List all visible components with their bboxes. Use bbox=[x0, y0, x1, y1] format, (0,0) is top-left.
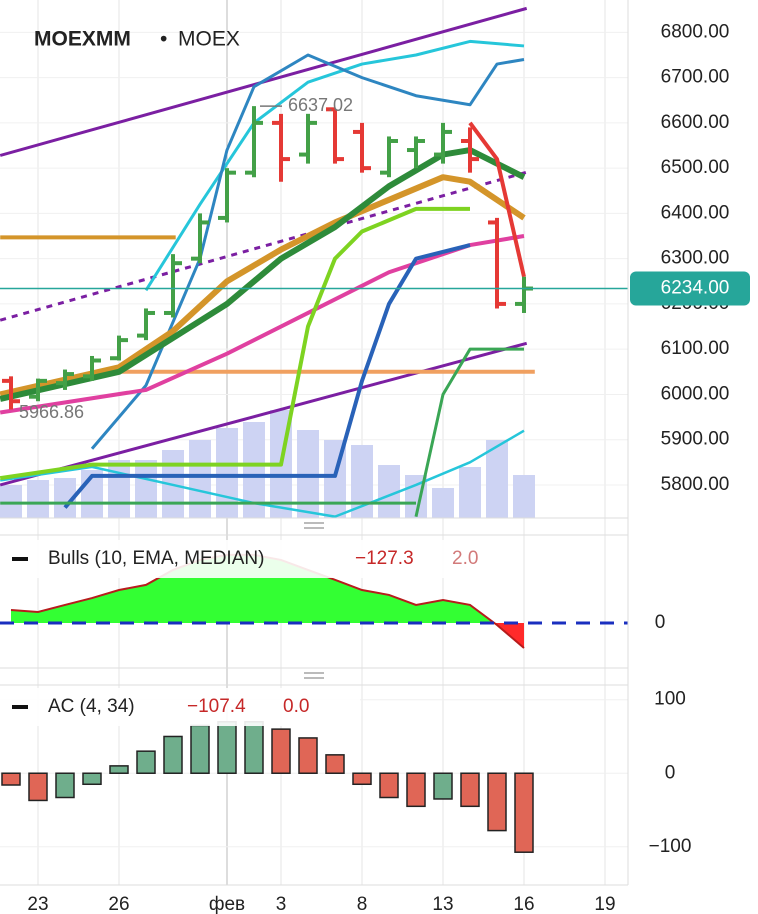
bar bbox=[163, 735, 183, 774]
bar bbox=[325, 754, 345, 774]
volume-bar bbox=[513, 475, 535, 518]
legend-value: 0.0 bbox=[283, 696, 309, 717]
x-tick-label: 8 bbox=[357, 894, 368, 914]
indicator-line bbox=[414, 347, 524, 517]
indicator-line bbox=[0, 147, 526, 402]
indicator-line bbox=[90, 53, 525, 450]
x-tick-label: 26 bbox=[108, 894, 129, 914]
indicator-line bbox=[0, 174, 526, 398]
volume-bar bbox=[54, 478, 76, 518]
x-tick-label: 16 bbox=[513, 894, 534, 914]
y-tick-label: 0 bbox=[665, 762, 676, 783]
volume-bar bbox=[243, 422, 265, 518]
max-label: 6637.02 bbox=[288, 95, 353, 115]
bar bbox=[271, 728, 291, 774]
resize-handle[interactable] bbox=[304, 522, 324, 524]
y-tick-label: −100 bbox=[649, 836, 692, 857]
bar bbox=[352, 772, 372, 786]
y-tick-label: 5900.00 bbox=[661, 429, 730, 450]
volume-bar bbox=[135, 460, 157, 518]
min-label: 5966.86 bbox=[19, 402, 84, 422]
bar bbox=[298, 737, 318, 774]
volume-bar bbox=[351, 445, 373, 518]
bar bbox=[28, 772, 48, 802]
legend-value: 2.0 bbox=[452, 548, 478, 569]
legend-icon[interactable] bbox=[12, 705, 28, 709]
y-tick-label: 6600.00 bbox=[661, 112, 730, 133]
y-tick-label: 6500.00 bbox=[661, 157, 730, 178]
bar bbox=[190, 724, 210, 774]
axes bbox=[0, 0, 629, 886]
bar bbox=[217, 721, 237, 774]
x-tick-label: фев bbox=[209, 894, 245, 914]
area-positive bbox=[11, 554, 495, 623]
bar bbox=[136, 750, 156, 774]
separator: • bbox=[160, 28, 167, 51]
y-tick-label: 6800.00 bbox=[661, 21, 730, 42]
volume-bar bbox=[0, 485, 22, 518]
resize-handle[interactable] bbox=[304, 677, 324, 679]
y-tick-label: 6300.00 bbox=[661, 248, 730, 269]
indicator-line bbox=[0, 206, 470, 481]
bar bbox=[406, 772, 426, 808]
bar bbox=[55, 772, 75, 799]
volume-bar bbox=[189, 440, 211, 518]
legend-label: Bulls (10, EMA, MEDIAN) bbox=[48, 548, 264, 569]
indicator-line bbox=[0, 170, 528, 322]
symbol: MOEXMM bbox=[34, 28, 131, 51]
y-tick-label: 5800.00 bbox=[661, 474, 730, 495]
bar bbox=[1, 772, 21, 786]
legend-icon[interactable] bbox=[12, 557, 28, 561]
indicator-line bbox=[63, 243, 471, 509]
x-tick-label: 19 bbox=[594, 894, 615, 914]
x-tick-label: 13 bbox=[432, 894, 453, 914]
y-tick-label: 6100.00 bbox=[661, 338, 730, 359]
y-tick-label: 0 bbox=[655, 612, 666, 633]
legend-value: −107.4 bbox=[187, 696, 246, 717]
legend-box bbox=[0, 540, 500, 578]
y-tick-label: 6700.00 bbox=[661, 67, 730, 88]
bar bbox=[109, 765, 129, 774]
bar bbox=[379, 772, 399, 799]
bar bbox=[487, 772, 507, 832]
bar bbox=[460, 772, 480, 808]
resize-handle[interactable] bbox=[304, 527, 324, 529]
price-panel: 6637.02 5966.86 bbox=[0, 6, 628, 518]
indicator-line bbox=[144, 39, 525, 292]
y-tick-label: 6000.00 bbox=[661, 383, 730, 404]
volume-bar bbox=[27, 480, 49, 518]
y-tick-label: 100 bbox=[654, 689, 686, 710]
legend-value: −127.3 bbox=[355, 548, 414, 569]
volume-bar bbox=[459, 467, 481, 518]
x-tick-label: 23 bbox=[27, 894, 48, 914]
resize-handle[interactable] bbox=[304, 672, 324, 674]
volume-bar bbox=[432, 488, 454, 518]
volume-bar bbox=[378, 465, 400, 518]
exchange: MOEX bbox=[178, 28, 240, 51]
ac-panel bbox=[1, 721, 534, 853]
legend-label: AC (4, 34) bbox=[48, 696, 135, 717]
current-price-badge bbox=[630, 271, 750, 306]
indicator-line bbox=[468, 121, 526, 278]
bar bbox=[514, 772, 534, 853]
current-price-label: 6234.00 bbox=[661, 278, 730, 299]
volume-bar bbox=[486, 440, 508, 518]
indicator-line bbox=[0, 429, 525, 518]
legend-box bbox=[0, 688, 360, 726]
volume-bar bbox=[108, 460, 130, 518]
indicator-line bbox=[0, 341, 528, 487]
bar bbox=[433, 772, 453, 800]
bar bbox=[244, 721, 264, 774]
x-tick-label: 3 bbox=[276, 894, 287, 914]
bar bbox=[82, 772, 102, 786]
y-tick-label: 6400.00 bbox=[661, 202, 730, 223]
labels: MOEXMM • MOEX Bulls (10, EMA, MEDIAN) −1… bbox=[0, 21, 750, 914]
